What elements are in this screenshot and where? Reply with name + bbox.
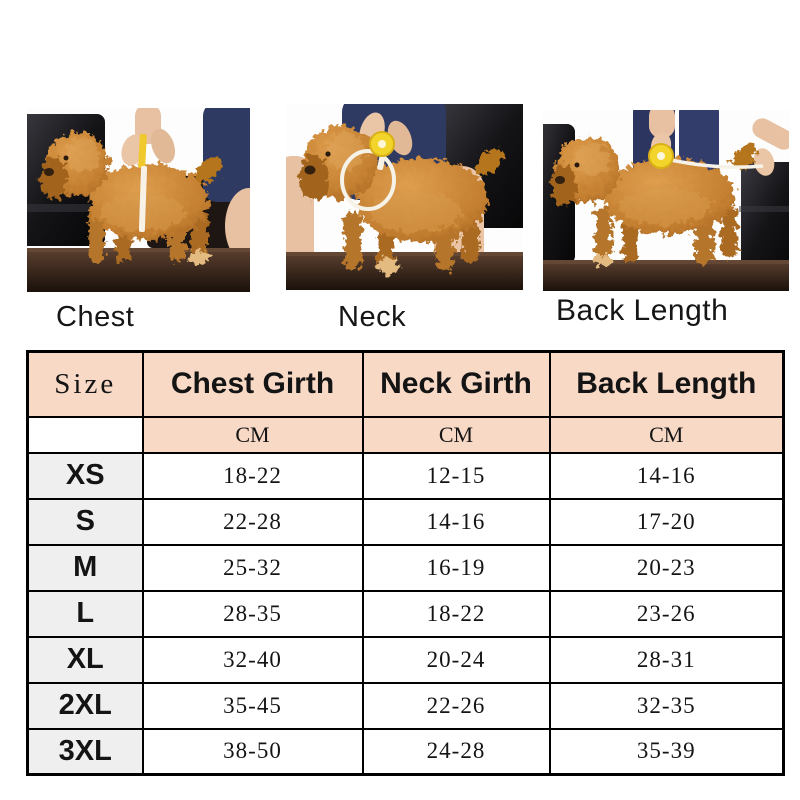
tape-measure-icon [340,131,396,211]
size-cell: L [26,589,144,638]
unit-chest: CM [141,415,364,454]
size-cell: XS [26,451,144,500]
table-row-xs: XS 18-22 12-15 14-16 [26,451,785,500]
photo-chest-measurement [27,108,250,292]
dog-eye [574,162,580,168]
neck-girth-cell: 22-26 [361,681,551,730]
dog-eye [63,155,69,161]
unit-row: CM CM CM [26,415,785,454]
chest-girth-cell: 18-22 [141,451,364,500]
table-row-3xl: 3XL 38-50 24-28 35-39 [26,727,785,776]
dog-eye [325,151,331,157]
back-length-cell: 14-16 [548,451,785,500]
back-length-cell: 17-20 [548,497,785,546]
table-row-m: M 25-32 16-19 20-23 [26,543,785,592]
caption-chest: Chest [56,301,135,333]
back-length-cell: 32-35 [548,681,785,730]
back-length-cell: 28-31 [548,635,785,684]
chest-girth-cell: 25-32 [141,543,364,592]
size-cell: M [26,543,144,592]
neck-girth-cell: 18-22 [361,589,551,638]
tape-measure-icon [648,143,764,169]
chest-girth-cell: 35-45 [141,681,364,730]
unit-back: CM [548,415,785,454]
chest-girth-cell: 32-40 [141,635,364,684]
header-row: Size Chest Girth Neck Girth Back Length [26,350,785,418]
dog-nose [304,165,316,175]
dog-nose [44,168,54,176]
dog-nose [555,176,565,184]
table-row-l: L 28-35 18-22 23-26 [26,589,785,638]
table-row-xl: XL 32-40 20-24 28-31 [26,635,785,684]
chest-girth-cell: 28-35 [141,589,364,638]
chest-girth-cell: 22-28 [141,497,364,546]
header-chest-girth: Chest Girth [141,350,364,418]
size-chart-table: Size Chest Girth Neck Girth Back Length … [26,350,785,776]
header-back-length: Back Length [548,350,785,418]
table-row-2xl: 2XL 35-45 22-26 32-35 [26,681,785,730]
plush-dog [551,137,756,267]
tape-measure-icon [138,133,148,233]
wood-table [27,248,250,292]
caption-back-length: Back Length [556,294,729,327]
back-length-cell: 20-23 [548,543,785,592]
wood-table [543,260,789,291]
photo-back-length-measurement [543,110,789,291]
size-cell: S [26,497,144,546]
size-cell: 2XL [26,681,144,730]
neck-girth-cell: 24-28 [361,727,551,776]
plush-dog [41,132,223,265]
back-length-cell: 23-26 [548,589,785,638]
plush-dog [300,125,505,274]
unit-neck: CM [361,415,551,454]
wood-table [286,252,523,290]
size-cell: XL [26,635,144,684]
neck-girth-cell: 16-19 [361,543,551,592]
neck-girth-cell: 12-15 [361,451,551,500]
header-size: Size [26,350,144,418]
unit-empty-cell [26,415,144,454]
back-length-cell: 35-39 [548,727,785,776]
caption-neck: Neck [338,301,407,333]
size-cell: 3XL [26,727,144,776]
table-row-s: S 22-28 14-16 17-20 [26,497,785,546]
photo-neck-measurement [286,104,523,290]
chest-girth-cell: 38-50 [141,727,364,776]
neck-girth-cell: 20-24 [361,635,551,684]
neck-girth-cell: 14-16 [361,497,551,546]
header-neck-girth: Neck Girth [361,350,551,418]
